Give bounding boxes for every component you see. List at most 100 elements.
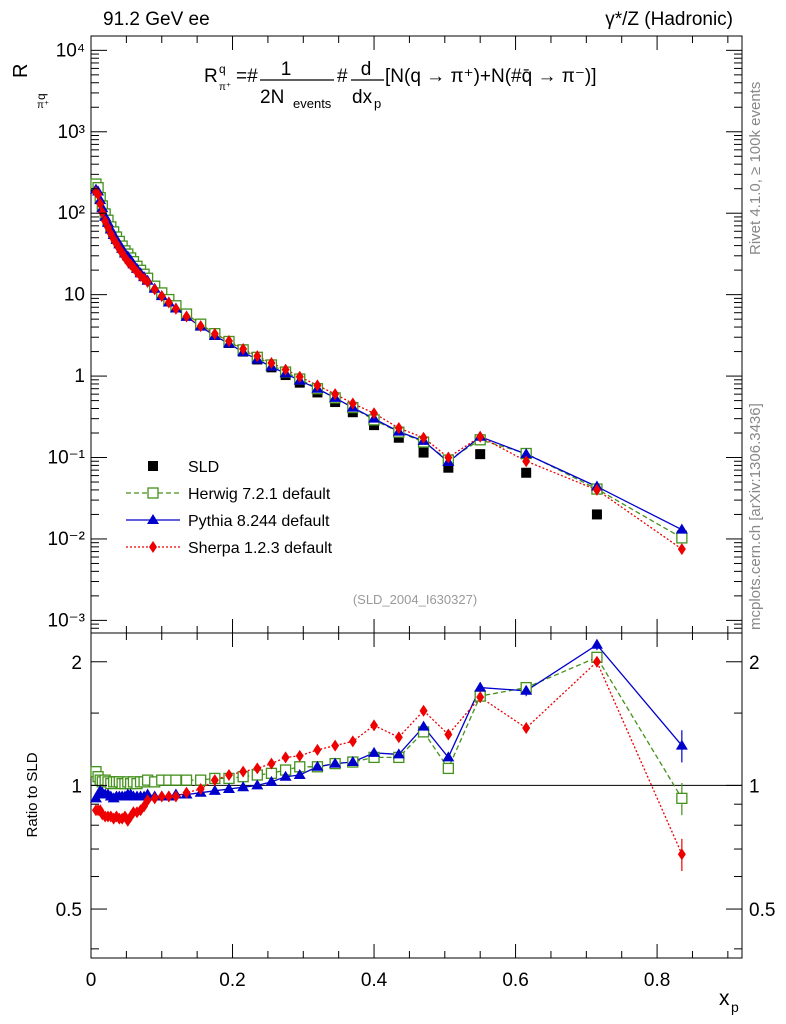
sld-legend-marker: [148, 461, 158, 471]
header-left: 91.2 GeV ee: [103, 9, 210, 30]
herwig-ratio-point: [180, 774, 193, 786]
pythia-ratio-point: [417, 720, 430, 731]
x-axis-label: x: [719, 987, 730, 1010]
pythia-ratio-point: [311, 760, 324, 771]
ratio-tick-label-right: 2: [749, 653, 760, 674]
sherpa-point: [210, 327, 219, 340]
pythia-ratio-point: [474, 681, 487, 692]
ratio-tick-label-left: 2: [71, 653, 82, 674]
x-tick-label: 0.6: [502, 970, 528, 991]
sherpa-point: [394, 422, 403, 435]
y-tick-label: 10⁻²: [48, 529, 86, 550]
sherpa-point: [444, 451, 453, 464]
sherpa-point: [150, 283, 159, 296]
pythia-ratio-point: [590, 638, 603, 649]
sherpa-ratio-point: [331, 739, 340, 752]
y-axis-label-main: R: [10, 64, 32, 78]
sherpa-point: [592, 483, 601, 496]
sherpa-point: [253, 350, 262, 363]
pythia-ratio-point: [520, 684, 533, 695]
ratio-tick-label-right: 1: [749, 776, 760, 797]
sherpa-point: [98, 206, 107, 219]
main-panel-marks: [89, 178, 688, 556]
pythia-ratio-point: [141, 788, 154, 799]
sherpa-point: [331, 388, 340, 401]
sherpa-ratio-point: [164, 790, 173, 803]
sherpa-point: [157, 290, 166, 303]
plot-formula: R q π⁺ =# 1 2N events # d dx p [N(q → π⁺…: [204, 59, 597, 111]
sherpa-ratio-point: [224, 769, 233, 782]
sherpa-ratio-point: [157, 790, 166, 803]
axis-ticks: 0 0.2 0.4 0.6 0.8 10⁻³ 10⁻² 10⁻¹ 1 10 10² 10³ 10⁴ 0.5…: [48, 36, 775, 991]
sherpa-point: [295, 370, 304, 383]
plot-frames: [90, 35, 743, 959]
y-tick-label: 10⁴: [56, 40, 85, 61]
ratio-axis-label: Ratio to SLD: [24, 752, 41, 837]
sherpa-point: [677, 543, 686, 556]
sherpa-ratio-point: [592, 655, 601, 668]
x-tick-label: 0.4: [361, 970, 388, 991]
sherpa-point: [182, 310, 191, 323]
sherpa-ratio-point: [476, 691, 485, 704]
side-label-mcplots: mcplots.cern.ch [arXiv:1306.3436]: [747, 403, 764, 630]
sherpa-point: [164, 296, 173, 309]
sherpa-ratio-point: [267, 757, 276, 770]
x-axis-label-sub: p: [731, 999, 739, 1015]
sherpa-ratio-point: [677, 848, 686, 861]
y-tick-label: 10³: [58, 122, 85, 143]
ratio-plot-frame: [90, 632, 743, 959]
sherpa-ratio-point: [522, 721, 531, 734]
sherpa-point: [239, 343, 248, 356]
formula-numerator: 1: [281, 59, 292, 80]
sherpa-point: [171, 302, 180, 315]
sherpa-point: [313, 379, 322, 392]
sherpa-ratio-point: [150, 792, 159, 805]
sherpa-legend-marker: [149, 541, 157, 553]
pythia-ratio-point: [265, 775, 278, 786]
y-tick-label: 10⁻³: [48, 610, 86, 631]
sherpa-point: [348, 397, 357, 410]
x-tick-label: 0: [86, 970, 97, 991]
y-axis-label: R q π⁺: [10, 64, 49, 111]
pythia-ratio-point: [675, 739, 688, 750]
sherpa-ratio-point: [171, 790, 180, 803]
pythia-ratio-point: [293, 769, 306, 780]
sherpa-ratio-point: [394, 731, 403, 744]
ratio-panel-marks: [89, 638, 688, 872]
y-tick-label: 10: [64, 285, 85, 306]
sherpa-ratio-point: [210, 774, 219, 787]
sherpa-point: [419, 431, 428, 444]
sherpa-ratio-point: [281, 751, 290, 764]
herwig-ratio-point: [170, 774, 182, 786]
sherpa-point: [196, 320, 205, 333]
herwig-ratio-point: [442, 762, 454, 775]
sherpa-point: [267, 356, 276, 369]
sherpa-ratio-point: [313, 743, 322, 756]
sherpa-ratio-point: [239, 765, 248, 778]
sherpa-ratio-point: [348, 735, 357, 748]
formula-d-numerator: d: [361, 59, 372, 80]
sherpa-ratio-point: [295, 749, 304, 762]
pythia-ratio-point: [279, 770, 292, 781]
sherpa-point: [224, 334, 233, 347]
sherpa-legend-label: Sherpa 1.2.3 default: [188, 540, 333, 557]
sherpa-point: [522, 455, 531, 468]
formula-lhs: R: [204, 66, 218, 87]
sherpa-point: [143, 275, 152, 288]
formula-equals: =#: [236, 66, 258, 87]
sherpa-ratio-point: [370, 719, 379, 732]
ratio-tick-label-left: 0.5: [56, 900, 82, 921]
formula-denominator-sub: events: [293, 96, 332, 111]
sld-point: [443, 462, 454, 473]
y-tick-label: 10²: [58, 203, 85, 224]
x-tick-label: 0.8: [644, 970, 670, 991]
sld-point: [418, 447, 429, 458]
formula-d-denominator-sub: p: [374, 96, 381, 111]
analysis-tag: (SLD_2004_I630327): [353, 592, 477, 607]
sherpa-point: [281, 363, 290, 376]
pythia-ratio-point: [251, 779, 264, 790]
pythia-ratio-point: [392, 748, 405, 759]
pythia-legend-marker: [147, 514, 159, 524]
pythia-main-line: [95, 189, 683, 531]
